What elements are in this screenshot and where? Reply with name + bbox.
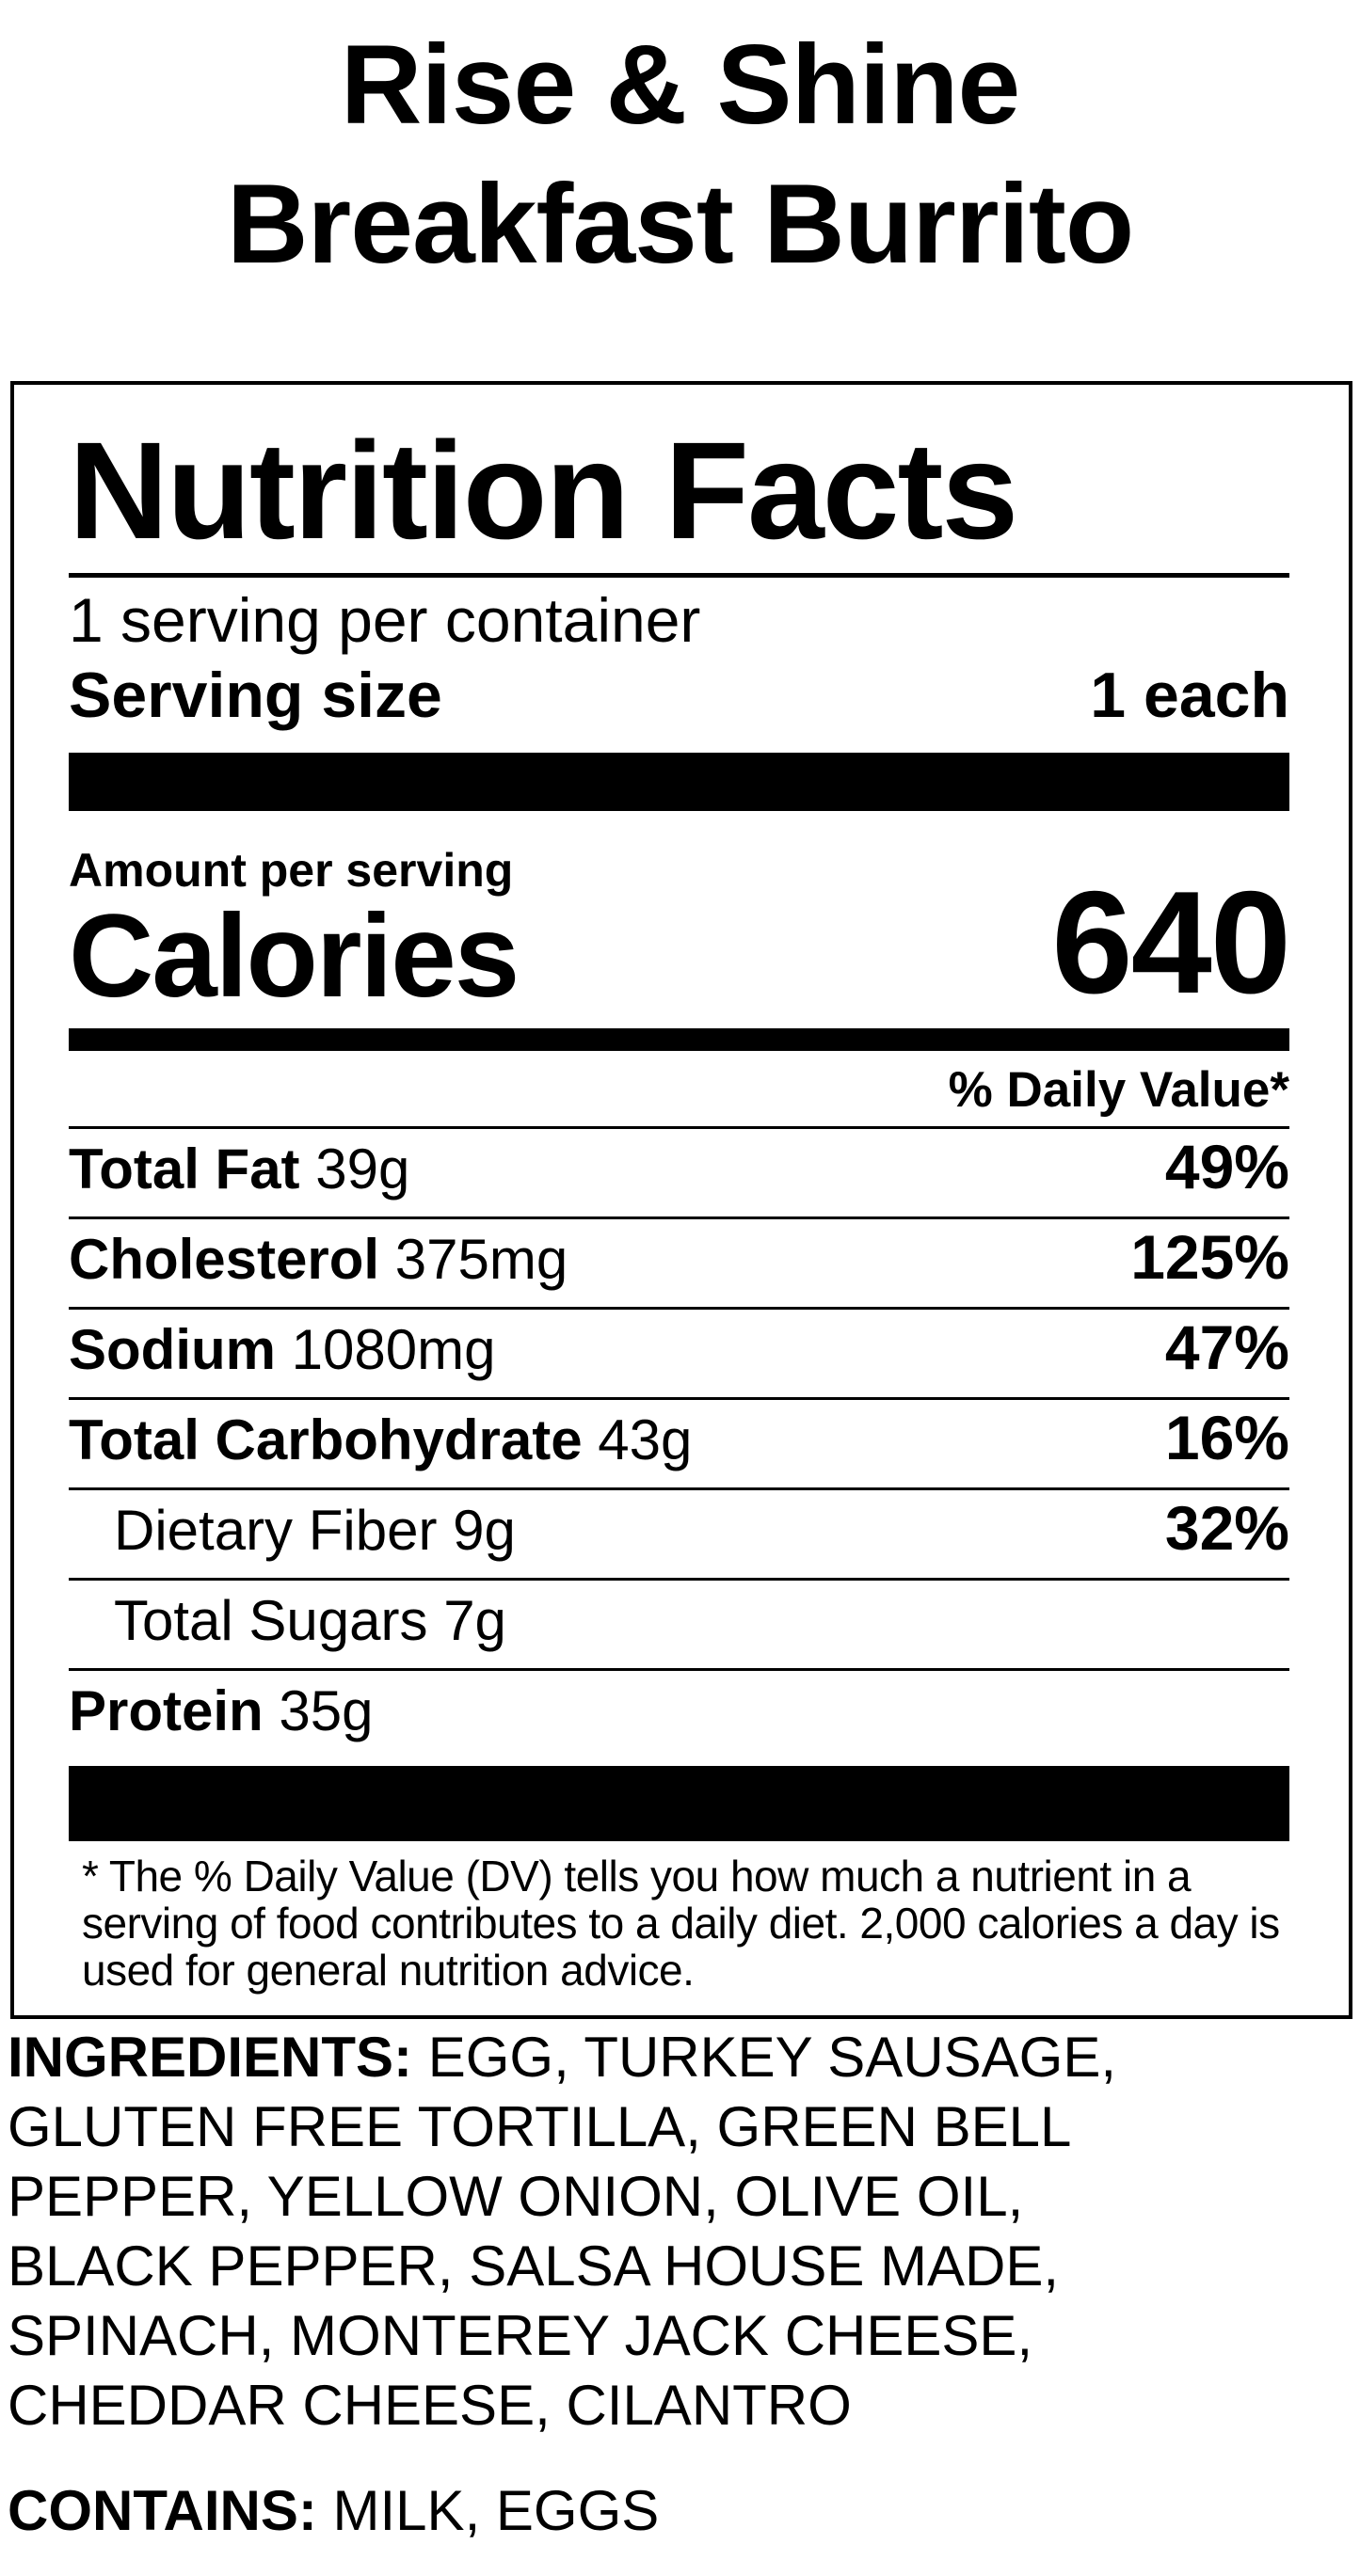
nutrient-rows: Total Fat 39g 49% Cholesterol 375mg 125%…: [69, 1126, 1289, 1758]
nutrient-row-total-carbohydrate: Total Carbohydrate 43g 16%: [69, 1397, 1289, 1487]
nutrient-amount: 39g: [315, 1137, 410, 1201]
daily-value-header: % Daily Value*: [948, 1062, 1289, 1118]
nutrient-amount: 43g: [598, 1408, 693, 1471]
medium-divider: [69, 1028, 1289, 1051]
product-title: Rise & Shine Breakfast Burrito: [0, 15, 1360, 294]
contains-text: MILK, EGGS: [332, 2479, 660, 2542]
nutrient-row-total-fat: Total Fat 39g 49%: [69, 1126, 1289, 1216]
serving-size-label: Serving size: [69, 660, 442, 731]
nutrient-row-dietary-fiber: Dietary Fiber 9g 32%: [69, 1487, 1289, 1578]
nutrient-daily-value: 16%: [1164, 1403, 1289, 1472]
nutrient-amount: 375mg: [394, 1228, 568, 1291]
nutrient-daily-value: 125%: [1130, 1222, 1289, 1292]
nutrient-name: Total Carbohydrate: [69, 1408, 583, 1471]
nutrient-row-cholesterol: Cholesterol 375mg 125%: [69, 1216, 1289, 1307]
nutrient-name: Sodium: [69, 1318, 276, 1381]
nutrient-name: Total Fat: [69, 1137, 300, 1201]
nutrient-name: Cholesterol: [69, 1228, 380, 1291]
nutrient-amount: 35g: [279, 1679, 374, 1742]
calories-value: 640: [1051, 861, 1291, 1024]
ingredients-label: INGREDIENTS:: [8, 2026, 413, 2089]
nutrient-daily-value: 32%: [1164, 1493, 1289, 1563]
contains-label: CONTAINS:: [8, 2479, 317, 2542]
nutrient-row-sodium: Sodium 1080mg 47%: [69, 1307, 1289, 1397]
thick-divider-top: [69, 753, 1289, 811]
nutrient-name: Protein: [69, 1679, 264, 1742]
thick-divider-bottom: [69, 1766, 1289, 1841]
calories-label: Calories: [69, 891, 520, 1022]
contains-statement: CONTAINS: MILK, EGGS: [8, 2480, 1360, 2542]
heading-rule: [69, 573, 1289, 578]
ingredients-statement: INGREDIENTS: EGG, TURKEY SAUSAGE, GLUTEN…: [8, 2023, 1203, 2441]
daily-value-footnote: * The % Daily Value (DV) tells you how m…: [82, 1852, 1280, 1995]
calories-row: Calories 640: [69, 861, 1291, 1024]
serving-size-row: Serving size 1 each: [69, 662, 1289, 728]
nutrient-name: Dietary Fiber: [114, 1499, 438, 1562]
serving-size-value: 1 each: [1090, 660, 1289, 731]
product-title-line-1: Rise & Shine: [340, 22, 1021, 148]
nutrient-amount: 1080mg: [291, 1318, 496, 1381]
nutrient-row-protein: Protein 35g: [69, 1668, 1289, 1758]
nutrient-daily-value: 49%: [1164, 1132, 1289, 1201]
nutrition-facts-panel: Nutrition Facts 1 serving per container …: [10, 381, 1352, 2019]
nutrient-daily-value: 47%: [1164, 1312, 1289, 1382]
nutrition-facts-heading: Nutrition Facts: [69, 414, 1018, 568]
nutrient-name: Total Sugars: [114, 1589, 428, 1652]
nutrient-row-total-sugars: Total Sugars 7g: [69, 1578, 1289, 1668]
servings-per-container: 1 serving per container: [69, 585, 701, 655]
nutrient-amount: 7g: [443, 1589, 506, 1652]
ingredients-text: EGG, TURKEY SAUSAGE, GLUTEN FREE TORTILL…: [8, 2026, 1117, 2437]
amount-per-serving-label: Amount per serving: [69, 844, 514, 897]
product-title-line-2: Breakfast Burrito: [226, 161, 1134, 287]
nutrient-amount: 9g: [453, 1499, 516, 1562]
